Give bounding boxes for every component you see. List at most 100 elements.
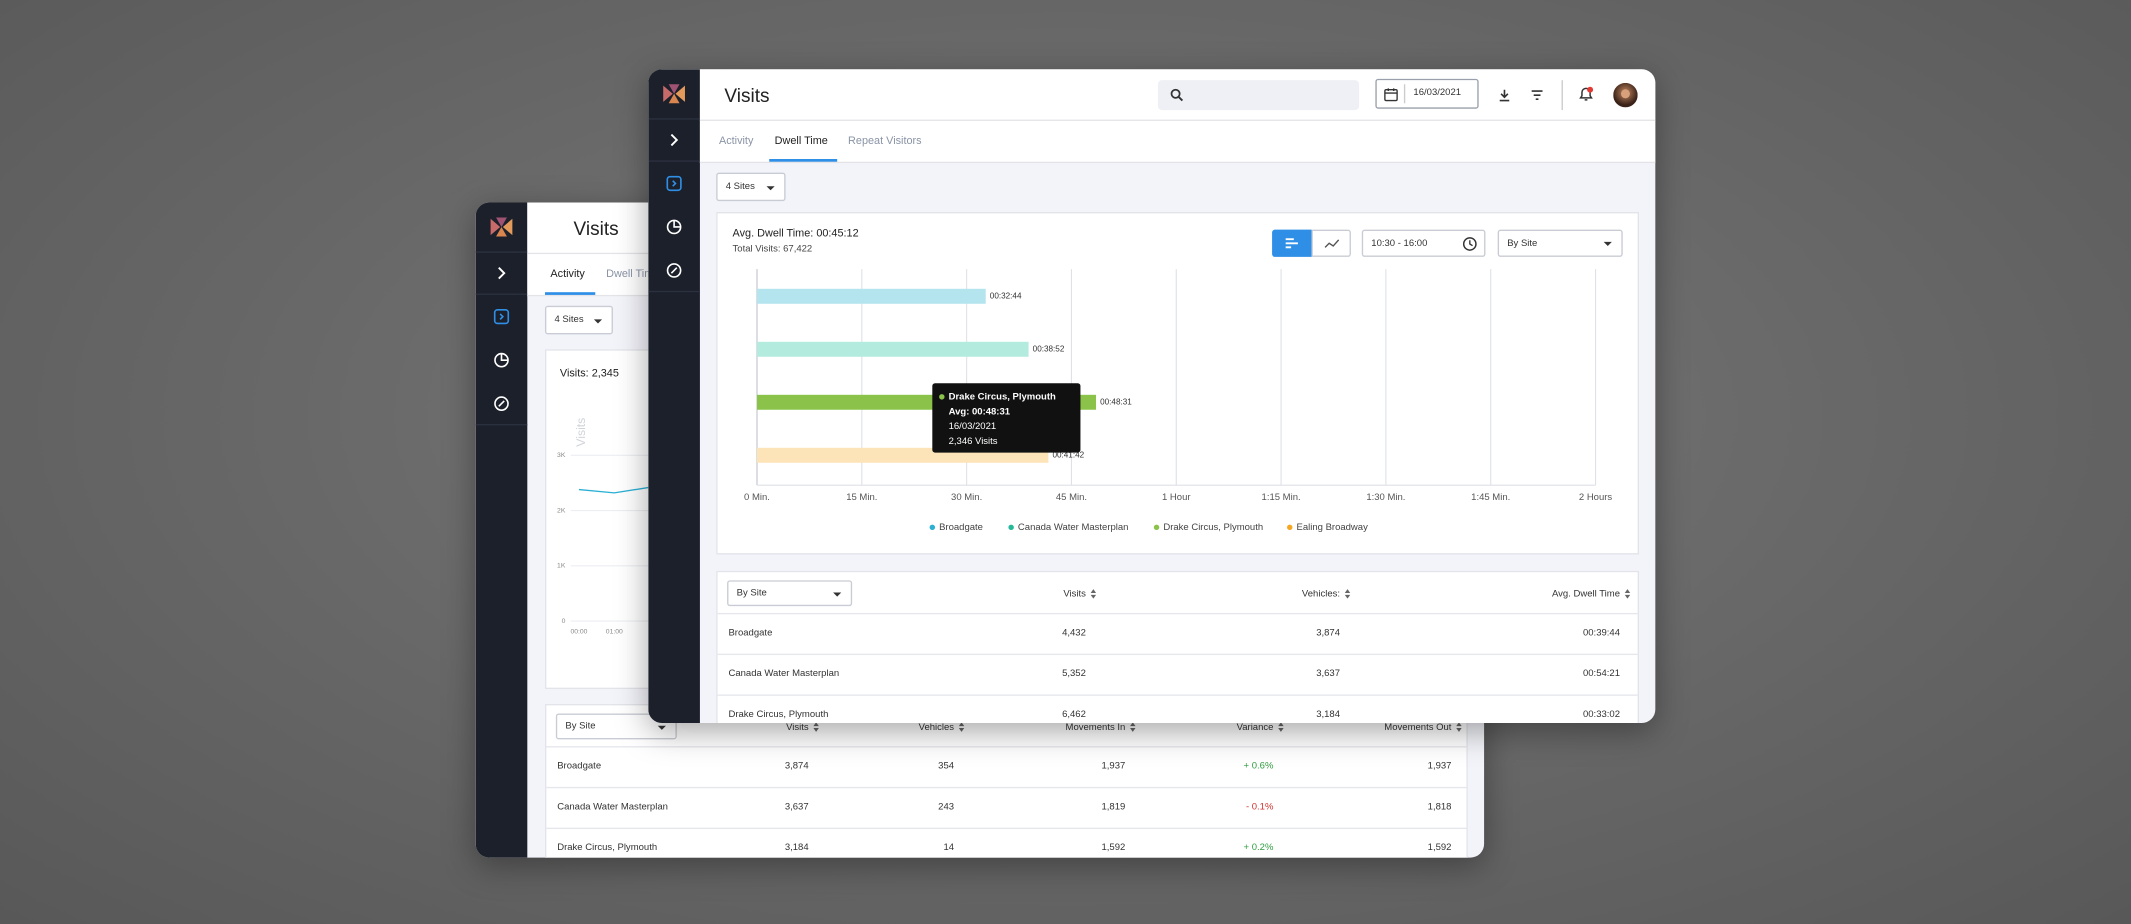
x-tick-label: 1:45 Min. — [1471, 492, 1510, 503]
table-cell: 3,637 — [784, 802, 809, 813]
row-label: Canada Water Masterplan — [557, 802, 668, 813]
legend-label: Drake Circus, Plymouth — [1163, 522, 1263, 533]
search-box[interactable] — [1157, 80, 1360, 111]
row-label: Canada Water Masterplan — [728, 669, 840, 679]
bar — [756, 341, 1029, 357]
data-label: 00:48:31 — [1100, 397, 1132, 406]
tab[interactable]: Activity — [718, 134, 754, 147]
table-cell: - 0.1% — [1245, 802, 1274, 813]
bar-view-button[interactable] — [1272, 229, 1312, 257]
date-label: 16/03/2021 — [1413, 88, 1462, 98]
x-tick-label: 00:00 — [570, 629, 587, 636]
table-cell: 3,874 — [1316, 628, 1341, 639]
expand-icon[interactable] — [669, 133, 680, 147]
row-divider — [546, 786, 1467, 789]
expand-icon[interactable] — [496, 266, 507, 280]
tab-bar — [699, 120, 1656, 164]
sort-down — [958, 728, 965, 732]
sort-down — [1624, 594, 1631, 599]
row-divider — [546, 827, 1467, 830]
table-card: By Site Visits Vehicles: Avg. Dwell Time Bro… — [716, 570, 1640, 724]
tab-underline — [544, 292, 596, 295]
dropdown-label: 4 Sites — [554, 315, 584, 325]
tooltip-swatch — [939, 394, 945, 400]
sites-dropdown[interactable]: 4 Sites — [716, 172, 786, 202]
table-cell: 00:33:02 — [1582, 710, 1620, 720]
table-cell: + 0.2% — [1243, 843, 1274, 853]
nav-icon[interactable] — [493, 309, 510, 325]
legend-swatch — [1153, 524, 1160, 531]
column-header[interactable]: Vehicles — [919, 722, 965, 733]
legend-label: Ealing Broadway — [1297, 522, 1369, 533]
header-label: Visits — [1063, 589, 1086, 599]
column-header[interactable]: Visits — [1063, 588, 1097, 599]
group-dropdown[interactable]: By Site — [727, 580, 853, 607]
table-cell: 1,592 — [1427, 843, 1452, 853]
tab[interactable]: Dwell Time — [606, 267, 660, 280]
line-series — [578, 486, 650, 494]
x-tick-label: 45 Min. — [1056, 492, 1087, 503]
row-divider — [546, 746, 1467, 748]
table-cell: 3,184 — [1316, 710, 1341, 720]
sidebar — [648, 69, 700, 724]
nav-icon[interactable] — [666, 262, 682, 278]
data-label: 00:32:44 — [990, 291, 1022, 300]
tooltip-visits: 2,346 Visits — [949, 436, 998, 447]
column-header[interactable]: Visits — [786, 722, 819, 733]
tooltip-avg: Avg: 00:48:31 — [949, 406, 1011, 417]
row-divider — [717, 653, 1638, 656]
front-chart: 0 Min. 15 Min. 30 Min. 45 Min. 1 Hour 1:15 Mi… — [744, 269, 1612, 533]
caret — [833, 591, 842, 596]
x-tick-label: 1 Hour — [1162, 492, 1191, 503]
column-header[interactable]: Movements In — [1066, 722, 1137, 733]
tab[interactable]: Activity — [550, 267, 585, 280]
page-title: Visits — [573, 217, 619, 240]
sites-dropdown[interactable]: 4 Sites — [544, 305, 613, 335]
sort-down — [813, 728, 819, 732]
date-picker[interactable]: 16/03/2021 — [1375, 78, 1479, 109]
download-icon[interactable] — [1498, 88, 1512, 102]
sort-down — [1278, 728, 1284, 732]
filter-icon[interactable] — [1530, 88, 1544, 102]
sort-icon — [958, 722, 965, 732]
nav-icon[interactable] — [493, 395, 509, 411]
line-view-button[interactable] — [1311, 229, 1351, 257]
x-tick-label: 1:30 Min. — [1366, 492, 1405, 503]
column-header[interactable]: Movements Out — [1384, 722, 1462, 733]
notification-icon[interactable] — [1578, 86, 1594, 104]
header-label: Avg. Dwell Time — [1551, 589, 1620, 599]
row-label: Broadgate — [557, 761, 602, 772]
nav-icon[interactable] — [493, 352, 509, 368]
nav-icon[interactable] — [666, 175, 682, 192]
dropdown-label: By Site — [1507, 238, 1538, 249]
chart-card: Avg. Dwell Time: 00:45:12 Total Visits: … — [716, 212, 1640, 555]
sort-up — [813, 722, 819, 727]
x-tick-label: 01:00 — [606, 629, 623, 636]
tab-underline — [769, 159, 838, 162]
sort-up — [958, 722, 965, 727]
column-header[interactable]: Variance — [1237, 722, 1285, 733]
tab[interactable]: Dwell Time — [774, 134, 828, 147]
nav-icon[interactable] — [666, 219, 682, 235]
sort-icon — [813, 722, 819, 732]
avatar[interactable] — [1613, 82, 1638, 108]
column-header[interactable]: Vehicles: — [1302, 588, 1351, 599]
sort-up — [1090, 589, 1097, 593]
y-tick-label: 3K — [557, 452, 566, 459]
tab[interactable]: Repeat Visitors — [848, 134, 922, 147]
time-range-label: 10:30 - 16:00 — [1371, 238, 1428, 249]
table-cell: 3,637 — [1316, 669, 1341, 679]
time-range-picker[interactable]: 10:30 - 16:00 — [1361, 229, 1486, 257]
calendar-icon — [1384, 88, 1398, 102]
sort-up — [1456, 722, 1462, 727]
table-cell: 4,432 — [1062, 628, 1086, 639]
x-tick-label: 30 Min. — [951, 492, 982, 503]
column-header[interactable]: Avg. Dwell Time — [1552, 588, 1631, 599]
header-label: Movements In — [1065, 722, 1126, 732]
table-cell: 3,874 — [784, 761, 809, 772]
x-tick-label: 1:15 Min. — [1262, 492, 1301, 503]
group-dropdown[interactable]: By Site — [1497, 229, 1623, 257]
sort-up — [1278, 722, 1284, 727]
legend-label: Canada Water Masterplan — [1018, 522, 1129, 533]
